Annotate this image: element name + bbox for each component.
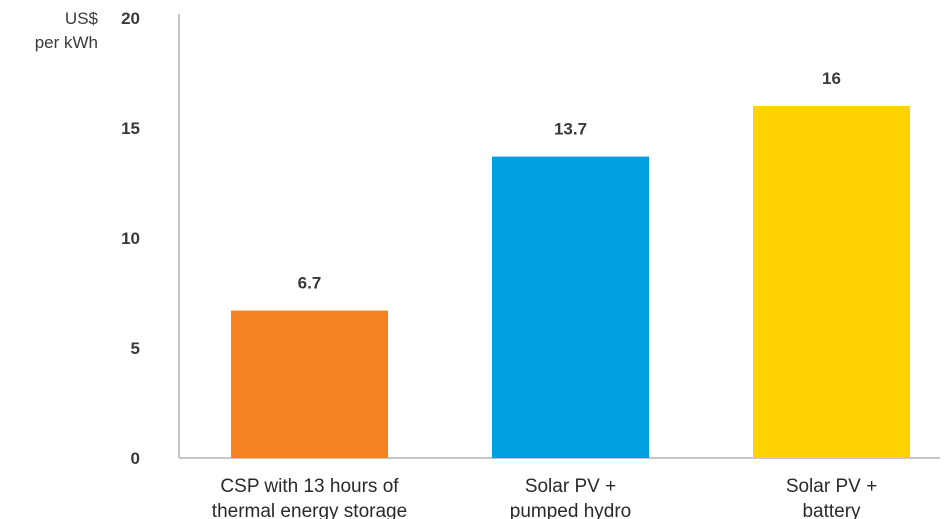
category-label-line: Solar PV + <box>525 476 616 497</box>
y-axis-unit-line: per kWh <box>35 33 98 52</box>
category-label-line: thermal energy storage <box>212 501 407 519</box>
y-tick-label: 10 <box>121 229 140 248</box>
y-axis-unit-line: US$ <box>65 9 99 28</box>
y-tick-label: 15 <box>121 119 140 138</box>
y-axis-ticks: 0 5 10 15 20 <box>121 9 140 468</box>
y-tick-label: 20 <box>121 9 140 28</box>
bar <box>231 310 388 458</box>
y-axis-unit-label: US$ per kWh <box>35 9 99 52</box>
category-labels: CSP with 13 hours of thermal energy stora… <box>212 476 877 519</box>
category-label-line: CSP with 13 hours of <box>220 476 399 497</box>
y-tick-label: 0 <box>131 449 140 468</box>
bar <box>492 156 649 458</box>
bars <box>231 106 910 458</box>
category-label-line: pumped hydro <box>510 501 631 519</box>
bar-value-label: 6.7 <box>298 274 322 293</box>
category-label-line: Solar PV + <box>786 476 877 497</box>
y-tick-label: 5 <box>131 339 140 358</box>
bar <box>753 106 910 458</box>
category-label-line: battery <box>802 501 861 519</box>
value-labels: 6.7 13.7 16 <box>298 69 841 293</box>
bar-value-label: 13.7 <box>554 120 587 139</box>
bar-value-label: 16 <box>822 69 841 88</box>
